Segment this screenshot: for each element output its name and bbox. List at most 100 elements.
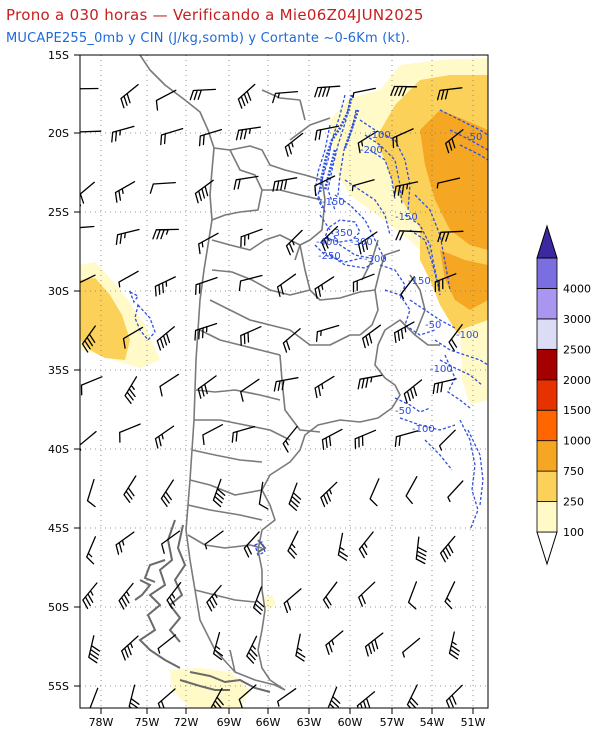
- wind-barb: [392, 128, 414, 149]
- wind-barb: [277, 688, 297, 707]
- wind-barb: [447, 480, 464, 503]
- cin-label: -300: [350, 237, 373, 248]
- wind-barb: [157, 688, 176, 708]
- colorbar-box: [536, 501, 558, 533]
- lon-label: 69W: [217, 716, 242, 729]
- wind-barb: [327, 686, 341, 708]
- wind-barb: [283, 588, 302, 614]
- wind-barb: [432, 378, 457, 395]
- lat-label: 50S: [48, 601, 69, 614]
- lon-label: 78W: [89, 716, 114, 729]
- lon-label: 66W: [256, 716, 281, 729]
- cin-label: -150: [408, 276, 431, 287]
- map-frame: [79, 54, 489, 709]
- wind-barb: [161, 530, 181, 554]
- colorbar-box: [536, 257, 558, 289]
- lon-label: 72W: [174, 716, 199, 729]
- wind-barb: [314, 375, 335, 399]
- chart-title: Prono a 030 horas — Verificando a Mie06Z…: [6, 6, 424, 24]
- cin-label: -50: [466, 132, 482, 143]
- wind-barb: [320, 481, 338, 508]
- wind-barb: [400, 276, 415, 300]
- wind-barb: [122, 326, 144, 349]
- colorbar-box: [536, 348, 558, 381]
- wind-barb: [86, 478, 96, 508]
- lon-label: 60W: [338, 716, 363, 729]
- wind-barb: [86, 536, 97, 565]
- wind-barb: [118, 582, 134, 610]
- wind-barb: [115, 228, 140, 246]
- southern-islands: [134, 519, 271, 693]
- wind-barb: [448, 631, 460, 660]
- latitude-labels: 15S 20S 25S 30S 35S 40S 45S 50S 55S: [48, 49, 69, 693]
- wind-barb: [282, 425, 298, 453]
- wind-barb: [393, 321, 415, 343]
- wind-barb: [436, 87, 463, 101]
- wind-barb: [321, 428, 343, 450]
- wind-barb: [314, 125, 340, 141]
- wind-barb: [88, 635, 101, 664]
- wind-barb: [159, 373, 180, 397]
- wind-barb: [81, 325, 96, 353]
- wind-barb: [276, 273, 297, 298]
- cin-strong-contours: [318, 94, 360, 193]
- lon-label: 57W: [380, 716, 405, 729]
- wind-barb: [282, 328, 301, 353]
- wind-barb: [402, 637, 421, 658]
- wind-barb: [315, 324, 340, 342]
- cin-label: -150: [322, 197, 345, 208]
- wind-barb: [415, 536, 427, 565]
- wind-barb: [189, 88, 217, 101]
- wind-barb: [444, 581, 456, 610]
- cin-label: -150: [395, 212, 418, 223]
- wind-barb: [198, 232, 219, 255]
- colorbar-upper-arrow: [536, 224, 558, 259]
- wind-barb: [314, 276, 335, 299]
- wind-barb: [445, 129, 464, 154]
- colorbar-box: [536, 288, 558, 320]
- wind-barb: [357, 374, 383, 390]
- wind-barb: [436, 177, 461, 189]
- wind-barb: [438, 429, 456, 451]
- colorbar-label: 1500: [563, 404, 591, 417]
- coastlines-borders: [139, 55, 440, 691]
- colorbar-label: 100: [563, 526, 584, 539]
- wind-barb: [314, 175, 336, 196]
- cin-label: -50: [425, 320, 441, 331]
- colorbar-box: [536, 440, 558, 472]
- cin-label: -100: [456, 330, 479, 341]
- cin-label: -350: [330, 228, 353, 239]
- colorbar-lower-arrow: [536, 531, 558, 566]
- wind-barb: [272, 177, 298, 192]
- wind-barb: [155, 89, 177, 111]
- wind-barb: [202, 424, 224, 446]
- wind-barb: [120, 83, 139, 109]
- cin-label: -200: [360, 145, 383, 156]
- wind-barb: [362, 324, 382, 349]
- wind-barb: [212, 478, 226, 508]
- wind-barb: [448, 323, 463, 352]
- wind-barb: [157, 634, 177, 654]
- wind-barb: [358, 581, 376, 607]
- wind-barb: [240, 228, 263, 248]
- wind-barb: [405, 476, 418, 505]
- wind-barb: [354, 429, 377, 450]
- wind-barb: [357, 130, 378, 154]
- colorbar-box: [536, 318, 558, 350]
- wind-barb: [152, 228, 179, 240]
- wind-barb: [406, 684, 419, 708]
- colorbar-box: [536, 470, 558, 502]
- lat-label: 40S: [48, 443, 69, 456]
- wind-barb: [237, 83, 256, 109]
- wind-barb: [206, 584, 222, 612]
- wind-barb: [285, 229, 303, 256]
- wind-barb: [197, 375, 217, 399]
- wind-barb: [284, 132, 304, 157]
- wind-barb: [393, 181, 419, 197]
- wind-barbs: [80, 83, 464, 708]
- wind-barb: [240, 378, 260, 402]
- lon-label: 54W: [420, 716, 445, 729]
- wind-barb: [156, 326, 175, 351]
- wind-barb: [314, 85, 341, 98]
